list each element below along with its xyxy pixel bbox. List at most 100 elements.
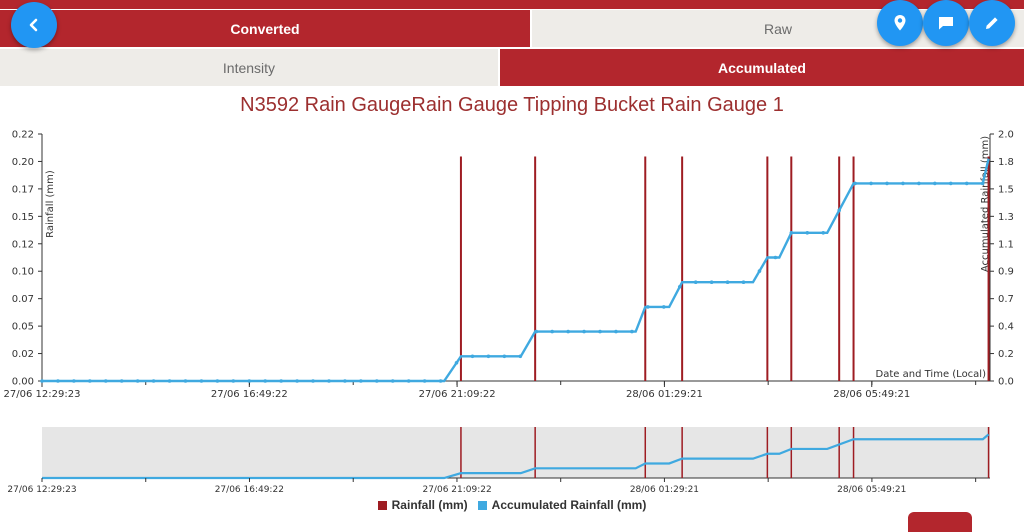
accumulated-point	[901, 181, 905, 186]
navigator-tick-label: 28/06 01:29:21	[630, 485, 699, 495]
accumulated-point	[343, 379, 347, 383]
y-right-tick-label: 0.4	[998, 322, 1014, 333]
accumulated-point	[805, 231, 810, 235]
accumulated-point	[103, 379, 108, 383]
accumulated-point	[534, 329, 539, 334]
accumulated-point	[837, 208, 841, 213]
y-left-tick-label: 0.15	[12, 212, 34, 223]
y-right-tick-label: 1.1	[998, 239, 1014, 250]
accumulated-point	[933, 181, 937, 186]
legend-label-accumulated: Accumulated Rainfall (mm)	[491, 498, 647, 512]
y-right-tick-label: 1.8	[998, 157, 1014, 168]
y-left-tick-label: 0.00	[12, 377, 34, 388]
y-left-tick-label: 0.02	[12, 349, 34, 360]
y-axis-left-label: Rainfall (mm)	[45, 170, 56, 238]
legend-label-rainfall: Rainfall (mm)	[391, 498, 468, 512]
accumulated-point	[821, 231, 826, 235]
accumulated-point	[88, 379, 92, 383]
accumulated-point	[327, 379, 331, 383]
accumulated-point	[566, 329, 570, 334]
y-left-tick-label: 0.10	[12, 267, 34, 278]
accumulated-point	[486, 354, 491, 359]
accumulated-point	[359, 379, 363, 383]
chat-bubble-icon	[939, 17, 953, 30]
y-left-tick-label: 0.05	[12, 322, 34, 333]
accumulated-point	[614, 329, 618, 334]
accumulated-line	[42, 158, 990, 383]
accumulated-point	[263, 379, 268, 383]
accumulated-point	[438, 379, 443, 383]
accumulated-point	[980, 181, 985, 186]
accumulated-point	[502, 354, 507, 359]
y-right-tick-label: 0.0	[998, 377, 1014, 388]
accumulated-point	[279, 379, 283, 383]
accumulated-point	[295, 379, 299, 383]
y-left-tick-label: 0.12	[12, 239, 34, 250]
chart-legend: Rainfall (mm) Accumulated Rainfall (mm)	[0, 498, 1024, 512]
accumulated-point	[311, 379, 315, 383]
navigator-background	[42, 427, 990, 478]
navigator-tick-label: 28/06 05:49:21	[837, 485, 906, 495]
navigator-tick-label: 27/06 12:29:23	[7, 485, 76, 495]
chart-title: N3592 Rain GaugeRain Gauge Tipping Bucke…	[240, 94, 784, 116]
accumulated-point	[646, 305, 650, 309]
tab-intensity[interactable]: Intensity	[0, 49, 498, 86]
y-right-tick-label: 2.0	[998, 130, 1014, 141]
edit-button[interactable]	[969, 0, 1015, 46]
top-accent-bar	[0, 0, 1024, 9]
legend-item-accumulated[interactable]: Accumulated Rainfall (mm)	[477, 498, 647, 512]
y-axis-right-label: Accumulated Rainfall (mm)	[980, 136, 991, 272]
x-tick-label: 27/06 12:29:23	[4, 389, 81, 400]
map-pin-icon	[894, 15, 906, 31]
rainfall-chart: 0.000.020.050.070.100.120.150.170.200.22…	[4, 130, 1014, 496]
accumulated-point	[72, 379, 76, 383]
accumulated-point	[40, 379, 44, 383]
y-right-tick-label: 0.7	[998, 294, 1014, 305]
accumulated-point	[247, 379, 252, 383]
accumulated-point	[789, 231, 794, 235]
accumulated-point	[167, 379, 172, 383]
accumulated-point	[550, 329, 554, 334]
tab-accumulated[interactable]: Accumulated	[500, 49, 1024, 86]
legend-item-rainfall[interactable]: Rainfall (mm)	[377, 498, 468, 512]
accumulated-point	[422, 379, 427, 383]
accumulated-point	[390, 379, 395, 383]
y-right-tick-label: 1.5	[998, 184, 1014, 195]
accumulated-point	[151, 379, 156, 383]
y-left-tick-label: 0.20	[12, 157, 34, 168]
location-button[interactable]	[877, 0, 923, 46]
accumulated-point	[709, 280, 714, 284]
accumulated-point	[693, 280, 698, 284]
navigator-accumulated-line	[42, 433, 990, 480]
x-axis-label: Date and Time (Local)	[876, 369, 987, 380]
accumulated-point	[56, 379, 60, 383]
accumulated-point	[964, 181, 969, 186]
accumulated-point	[630, 329, 634, 334]
x-tick-label: 28/06 05:49:21	[833, 389, 910, 400]
y-left-tick-label: 0.07	[12, 294, 34, 305]
accumulated-point	[406, 379, 411, 383]
back-button[interactable]	[11, 2, 57, 48]
accumulated-point	[518, 354, 523, 359]
accumulated-point	[470, 354, 475, 359]
chevron-left-icon	[29, 18, 38, 32]
accumulated-point	[757, 269, 762, 273]
x-tick-label: 27/06 21:09:22	[419, 389, 496, 400]
accumulated-point	[454, 360, 459, 365]
accumulated-point	[741, 280, 746, 284]
accumulated-point	[948, 181, 953, 186]
tab-converted[interactable]: Converted	[0, 10, 530, 47]
bottom-action-button[interactable]	[908, 512, 972, 532]
comment-button[interactable]	[923, 0, 969, 46]
accumulated-point	[183, 379, 188, 383]
accumulated-point	[725, 280, 730, 284]
y-right-tick-label: 0.2	[998, 349, 1014, 360]
accumulated-point	[773, 255, 778, 260]
navigator-tick-label: 27/06 16:49:22	[215, 485, 284, 495]
y-left-tick-label: 0.22	[12, 130, 34, 141]
y-right-tick-label: 1.3	[998, 212, 1014, 223]
accumulated-point	[119, 379, 124, 383]
accumulated-point	[869, 181, 873, 186]
accumulated-point	[917, 181, 921, 186]
y-left-tick-label: 0.17	[12, 184, 34, 195]
